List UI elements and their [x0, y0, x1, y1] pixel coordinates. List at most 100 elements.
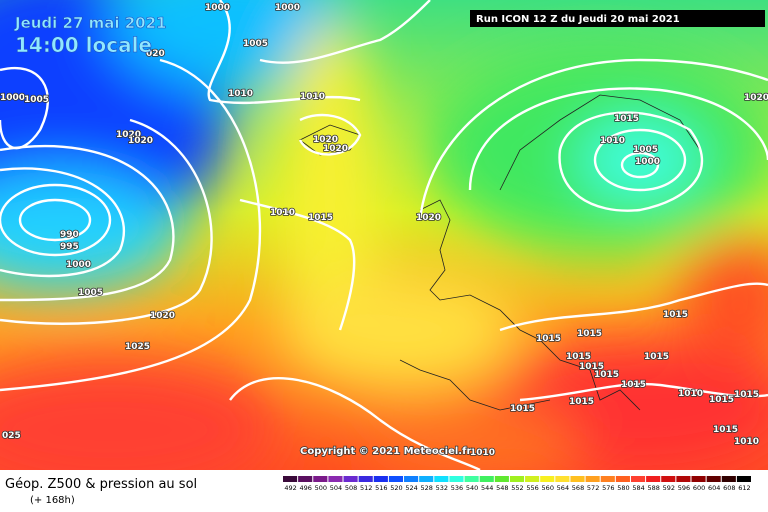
legend-value: 544 — [481, 484, 493, 492]
isobar-label: 1015 — [663, 310, 688, 320]
legend-value: 584 — [632, 484, 644, 492]
isobar-label: 1010 — [600, 136, 625, 146]
legend-value: 528 — [421, 484, 433, 492]
legend-value: 536 — [451, 484, 463, 492]
legend-value: 564 — [557, 484, 569, 492]
legend-value: 580 — [617, 484, 629, 492]
legend-value: 600 — [693, 484, 705, 492]
isobar-label: 1010 — [734, 437, 759, 447]
isobar-label: 1020 — [150, 311, 175, 321]
isobar-label: 1015 — [569, 397, 594, 407]
legend-swatch — [343, 476, 358, 482]
local-time: 14:00 locale — [15, 33, 152, 57]
isobar-label: 1015 — [614, 114, 639, 124]
isobar-label: 1010 — [300, 92, 325, 102]
isobar-label: 1010 — [678, 389, 703, 399]
legend-swatch — [449, 476, 464, 482]
legend-value: 560 — [542, 484, 554, 492]
legend-swatch — [509, 476, 525, 482]
isobar-label: 1010 — [470, 448, 495, 458]
legend: 492 496 500 504 508 512 516 520 524 528 532 536 540 5… — [283, 476, 751, 492]
legend-value: 612 — [738, 484, 750, 492]
legend-swatch — [570, 476, 585, 482]
isobar-label: 1000 — [275, 3, 300, 13]
legend-value: 512 — [360, 484, 372, 492]
isobar-label: 1010 — [228, 89, 253, 99]
legend-swatch — [706, 476, 721, 482]
isobar-label: 1005 — [633, 145, 658, 155]
legend-value: 532 — [436, 484, 448, 492]
legend-value: 520 — [390, 484, 402, 492]
isobar-label: 1015 — [308, 213, 333, 223]
isobar-label: 1015 — [577, 329, 602, 339]
run-info: Run ICON 12 Z du Jeudi 20 mai 2021 — [476, 14, 680, 25]
legend-swatch — [373, 476, 388, 482]
legend-swatch — [419, 476, 434, 482]
legend-value: 576 — [602, 484, 614, 492]
isobar-label: 1025 — [125, 342, 150, 352]
legend-swatch — [298, 476, 313, 482]
legend-value: 540 — [466, 484, 478, 492]
legend-value: 568 — [572, 484, 584, 492]
isobar-label: 025 — [2, 431, 21, 441]
legend-value: 588 — [647, 484, 659, 492]
isobar-label: 1015 — [510, 404, 535, 414]
isobar-label: 1015 — [709, 395, 734, 405]
isobar-label: 1020 — [323, 144, 348, 154]
legend-swatch — [388, 476, 404, 482]
copyright: Copyright © 2021 Meteociel.fr — [300, 446, 471, 457]
isobar-label: 1015 — [713, 425, 738, 435]
isobar-label: 1000 — [205, 3, 230, 13]
legend-swatch — [600, 476, 615, 482]
isobar-label: 1005 — [243, 39, 268, 49]
legend-value: 556 — [526, 484, 538, 492]
isobar-label: 995 — [60, 242, 79, 252]
legend-swatch — [404, 476, 419, 482]
legend-value: 516 — [375, 484, 387, 492]
footer-title: Géop. Z500 & pression au sol — [5, 477, 197, 492]
isobar-label: 1015 — [644, 352, 669, 362]
legend-swatch — [736, 476, 751, 482]
legend-value: 524 — [405, 484, 417, 492]
isobar-label: 1020 — [744, 93, 768, 103]
isobar-label: 1020 — [313, 135, 338, 145]
isobar-label: 990 — [60, 230, 79, 240]
legend-swatch — [540, 476, 555, 482]
legend-swatch — [721, 476, 736, 482]
isobar-label: 1005 — [24, 95, 49, 105]
legend-swatch — [283, 476, 298, 482]
isobar-label: 1015 — [536, 334, 561, 344]
isobar-label: 1000 — [66, 260, 91, 270]
isobar-label: 1020 — [416, 213, 441, 223]
date: Jeudi 27 mai 2021 — [14, 14, 167, 32]
legend-swatch — [494, 476, 509, 482]
field — [0, 0, 768, 470]
isobar-label: 1020 — [116, 130, 141, 140]
legend-swatch — [434, 476, 449, 482]
legend-swatch — [555, 476, 570, 482]
legend-value: 596 — [678, 484, 690, 492]
legend-value: 504 — [330, 484, 342, 492]
legend-value: 552 — [511, 484, 523, 492]
legend-value: 572 — [587, 484, 599, 492]
legend-value: 492 — [284, 484, 296, 492]
legend-value: 604 — [708, 484, 720, 492]
legend-swatch — [358, 476, 373, 482]
legend-swatch — [630, 476, 646, 482]
legend-swatch — [661, 476, 676, 482]
isobar-label: 1015 — [734, 390, 759, 400]
isobar-label: 1000 — [0, 93, 25, 103]
legend-swatch — [525, 476, 540, 482]
legend-swatch — [479, 476, 494, 482]
legend-swatch — [313, 476, 328, 482]
forecast-lead: (+ 168h) — [30, 495, 75, 506]
legend-swatch — [676, 476, 691, 482]
legend-value: 592 — [663, 484, 675, 492]
isobar-label: 1015 — [579, 362, 604, 372]
isobar-label: 1000 — [635, 157, 660, 167]
legend-swatch — [646, 476, 661, 482]
isobar-label: 1015 — [594, 370, 619, 380]
legend-swatch — [615, 476, 630, 482]
